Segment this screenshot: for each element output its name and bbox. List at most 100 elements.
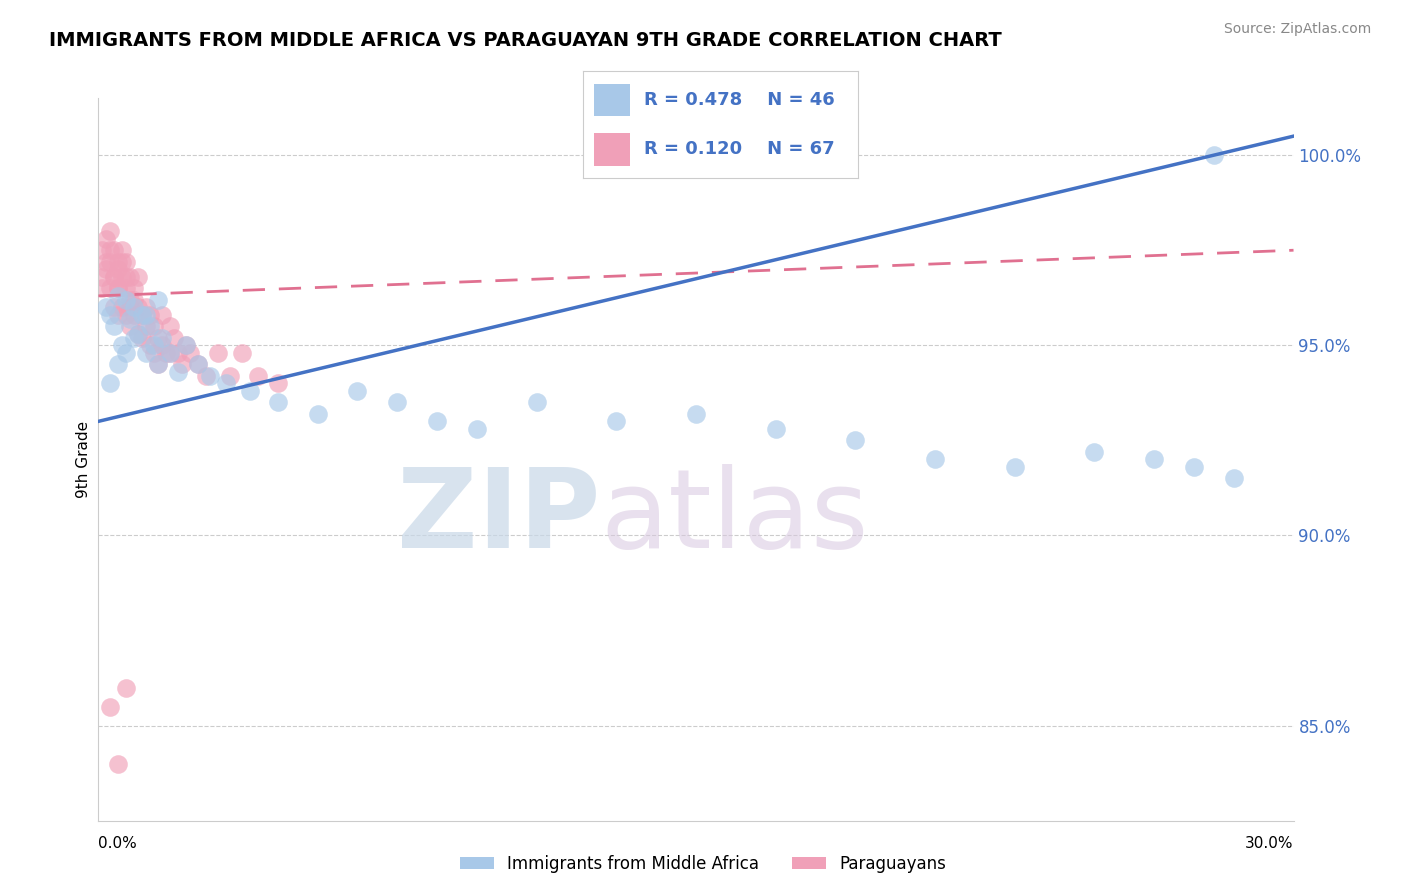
Point bbox=[120, 300, 142, 314]
Point bbox=[98, 254, 122, 268]
Point bbox=[115, 254, 138, 268]
Point bbox=[107, 254, 129, 268]
Point bbox=[135, 346, 157, 360]
Point bbox=[150, 308, 173, 322]
Point bbox=[115, 346, 138, 360]
Point bbox=[103, 269, 125, 284]
Point bbox=[1202, 148, 1225, 162]
FancyBboxPatch shape bbox=[595, 84, 630, 116]
Point bbox=[163, 331, 186, 345]
Point bbox=[120, 311, 142, 326]
Point bbox=[246, 368, 269, 383]
Point bbox=[107, 289, 129, 303]
Point bbox=[159, 346, 181, 360]
Point bbox=[107, 262, 129, 277]
Text: R = 0.478    N = 46: R = 0.478 N = 46 bbox=[644, 91, 835, 109]
Point bbox=[127, 300, 149, 314]
Point bbox=[1004, 460, 1026, 475]
Point bbox=[215, 376, 238, 391]
Point bbox=[103, 244, 125, 258]
Point bbox=[115, 308, 138, 322]
Point bbox=[307, 407, 329, 421]
Point bbox=[124, 331, 146, 345]
Point bbox=[127, 326, 149, 341]
Point bbox=[167, 346, 190, 360]
Point bbox=[139, 338, 162, 352]
Point bbox=[150, 338, 173, 352]
Point bbox=[135, 300, 157, 314]
Point bbox=[426, 414, 449, 428]
Point bbox=[231, 346, 253, 360]
FancyBboxPatch shape bbox=[595, 134, 630, 166]
Point bbox=[96, 300, 118, 314]
Point bbox=[187, 357, 209, 371]
Point bbox=[139, 319, 162, 334]
Point bbox=[127, 269, 149, 284]
Point bbox=[103, 269, 125, 284]
Point bbox=[91, 269, 114, 284]
Point bbox=[187, 357, 209, 371]
Point bbox=[124, 293, 146, 307]
Point bbox=[167, 365, 190, 379]
Point bbox=[195, 368, 218, 383]
Text: Source: ZipAtlas.com: Source: ZipAtlas.com bbox=[1223, 22, 1371, 37]
Point bbox=[124, 281, 146, 295]
Point bbox=[465, 422, 488, 436]
Text: IMMIGRANTS FROM MIDDLE AFRICA VS PARAGUAYAN 9TH GRADE CORRELATION CHART: IMMIGRANTS FROM MIDDLE AFRICA VS PARAGUA… bbox=[49, 31, 1002, 50]
Point bbox=[143, 338, 166, 352]
Point bbox=[135, 319, 157, 334]
Point bbox=[685, 407, 707, 421]
Point bbox=[148, 293, 170, 307]
Point bbox=[115, 281, 138, 295]
Point bbox=[179, 346, 201, 360]
Point bbox=[131, 308, 153, 322]
Point bbox=[96, 254, 118, 268]
Point bbox=[148, 357, 170, 371]
Point bbox=[1223, 471, 1246, 485]
Point bbox=[107, 756, 129, 771]
Point bbox=[127, 326, 149, 341]
Point bbox=[143, 319, 166, 334]
Point bbox=[219, 368, 242, 383]
Point bbox=[207, 346, 229, 360]
Point bbox=[174, 338, 197, 352]
Point bbox=[111, 300, 134, 314]
Point bbox=[96, 232, 118, 246]
Point bbox=[98, 281, 122, 295]
Point bbox=[96, 262, 118, 277]
Point bbox=[124, 300, 146, 314]
Point bbox=[107, 281, 129, 295]
Point bbox=[91, 244, 114, 258]
Point bbox=[111, 338, 134, 352]
Point bbox=[198, 368, 221, 383]
Point bbox=[239, 384, 262, 398]
Point bbox=[98, 224, 122, 238]
Point bbox=[120, 293, 142, 307]
Point bbox=[1143, 452, 1166, 467]
Point bbox=[131, 331, 153, 345]
Point bbox=[111, 254, 134, 268]
Point bbox=[267, 376, 290, 391]
Y-axis label: 9th Grade: 9th Grade bbox=[76, 421, 91, 498]
Point bbox=[143, 346, 166, 360]
Point bbox=[103, 300, 125, 314]
Point bbox=[148, 331, 170, 345]
Point bbox=[155, 346, 177, 360]
Point bbox=[115, 681, 138, 695]
Point bbox=[98, 699, 122, 714]
Text: 0.0%: 0.0% bbox=[98, 836, 138, 851]
Legend: Immigrants from Middle Africa, Paraguayans: Immigrants from Middle Africa, Paraguaya… bbox=[454, 848, 952, 880]
Point bbox=[159, 346, 181, 360]
Point bbox=[526, 395, 548, 409]
Point bbox=[115, 269, 138, 284]
Point bbox=[174, 338, 197, 352]
Point bbox=[124, 308, 146, 322]
Point bbox=[1083, 444, 1105, 458]
Point bbox=[844, 434, 866, 448]
Point bbox=[267, 395, 290, 409]
Point bbox=[98, 244, 122, 258]
Point bbox=[91, 281, 114, 295]
Point bbox=[98, 308, 122, 322]
Text: 30.0%: 30.0% bbox=[1246, 836, 1294, 851]
Point bbox=[107, 357, 129, 371]
